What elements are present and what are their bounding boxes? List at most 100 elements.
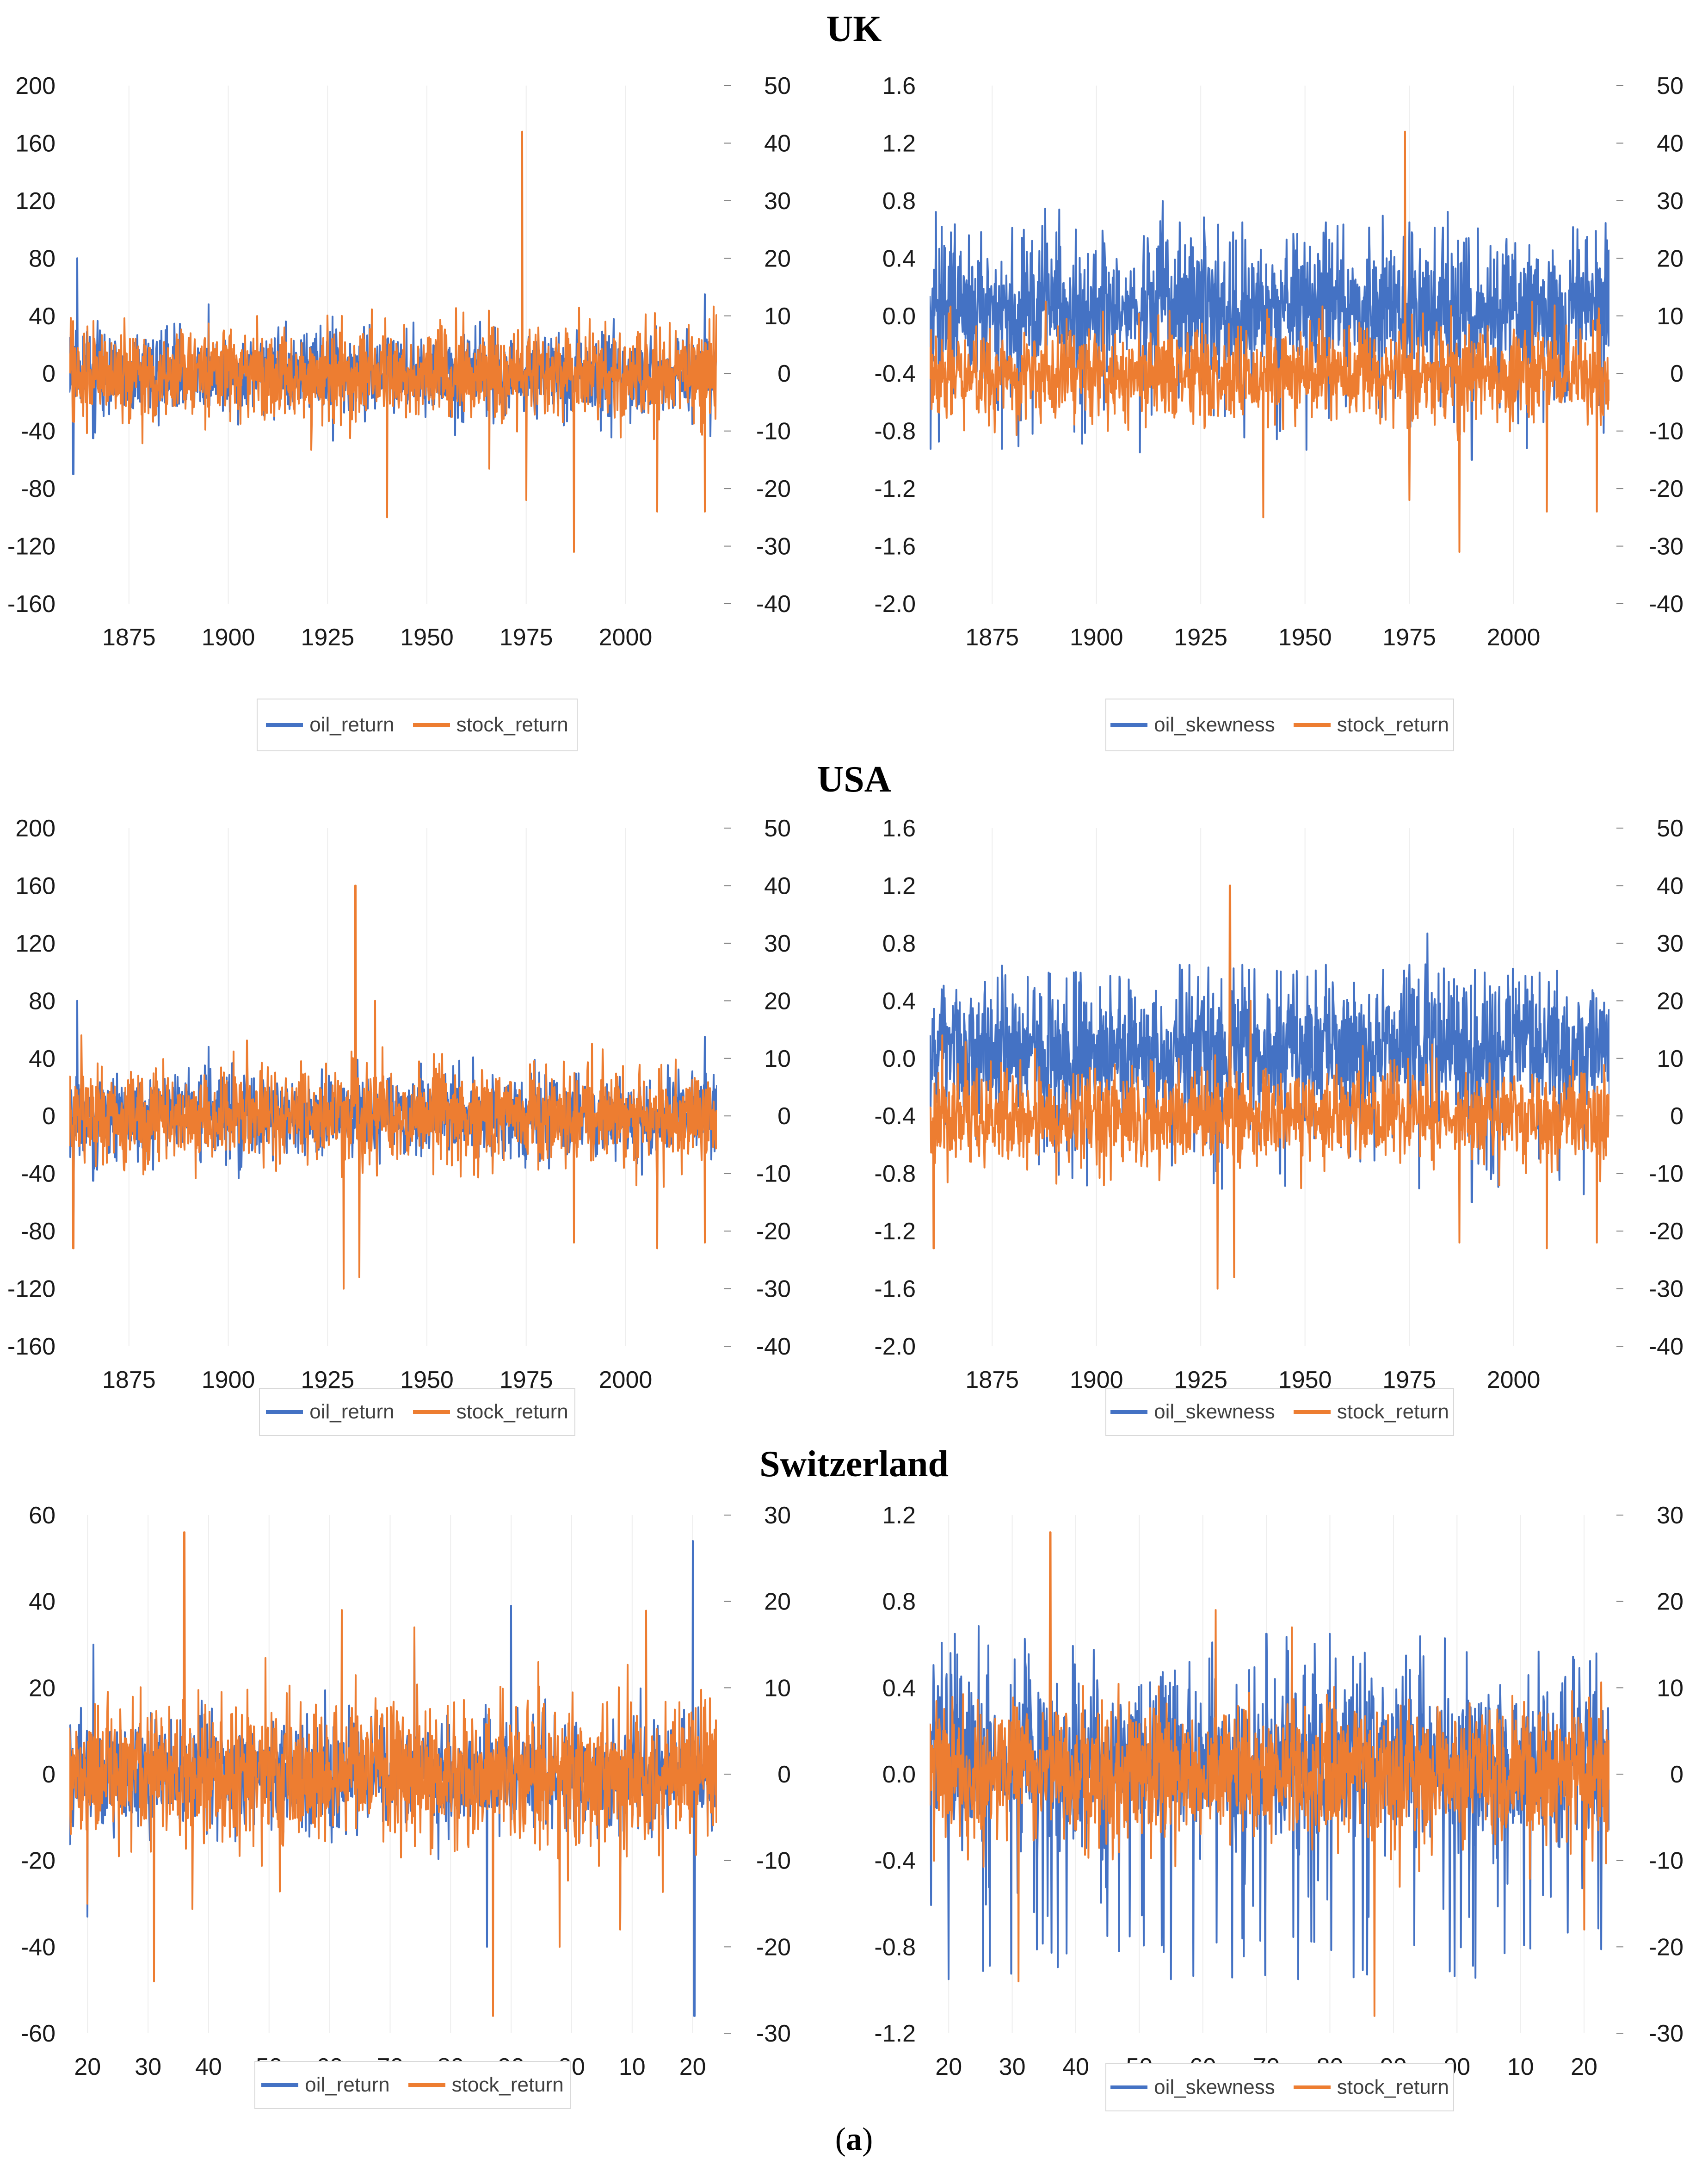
y-left-tick-label: 1.2 [882, 1502, 916, 1529]
y-right-tick-label: 40 [1657, 130, 1683, 157]
legend-item-oil: oil_return [261, 2073, 390, 2097]
y-left-tick-label: -2.0 [874, 1333, 916, 1360]
legend-swatch-oil [266, 723, 303, 727]
x-tick-label: 1900 [1070, 624, 1123, 651]
series-line-stock-return [69, 1531, 717, 2017]
y-right-tick-label: 50 [1657, 73, 1683, 99]
y-left-tick-label: 120 [15, 930, 55, 957]
x-tick-label: 2000 [1487, 624, 1541, 651]
legend-label: oil_return [309, 1400, 395, 1423]
y-left-tick-label: 0.8 [882, 930, 916, 957]
y-right-tick-label: -10 [1649, 1161, 1683, 1188]
y-left-tick-label: -0.4 [874, 1848, 916, 1875]
y-left-tick-label: 0.4 [882, 988, 916, 1015]
y-right-tick-label: 0 [777, 1761, 791, 1788]
y-left-tick-label: -160 [7, 1333, 55, 1360]
x-tick-label: 10 [619, 2054, 646, 2080]
y-left-tick-label: 0.8 [882, 1589, 916, 1615]
y-right-tick-label: 30 [764, 1502, 791, 1529]
y-right-tick-label: 10 [764, 1046, 791, 1072]
y-right-tick-label: -20 [756, 1934, 791, 1961]
y-left-tick-label: 0 [42, 1761, 55, 1788]
legend-label: stock_return [1337, 1400, 1449, 1423]
y-left-tick-label: 20 [29, 1675, 55, 1702]
x-tick-label: 1925 [1174, 624, 1227, 651]
y-right-tick-label: -20 [1649, 1934, 1683, 1961]
chart-svg: 6040200-20-40-603020100-10-20-3020304050… [21, 1502, 791, 2080]
y-left-tick-label: -0.4 [874, 1103, 916, 1130]
y-left-tick-label: 1.2 [882, 130, 916, 157]
y-right-tick-label: 10 [1657, 1046, 1683, 1072]
legend-usa-skewness: oil_skewness stock_return [1105, 1388, 1454, 1436]
legend-label: stock_return [456, 1400, 568, 1423]
chart-svg: 1.6 1.2 0.8 0.4 0.0 -0.4 -0.8 -1.2 -1.6 -2.0 50 40 3… [874, 73, 1683, 651]
y-right-tick-label: 10 [1657, 303, 1683, 330]
y-left-tick-label: -40 [21, 1934, 55, 1961]
y-right-tick-label: -40 [756, 591, 791, 618]
y-right-tick-label: 50 [1657, 815, 1683, 842]
y-right-tick-label: 0 [777, 1103, 791, 1130]
y-left-tick-label: -80 [21, 476, 55, 502]
legend-label: stock_return [1337, 2076, 1449, 2098]
chart-svg: 200 160 120 80 40 0 -40 -80 -120 -160 50 40 30 20 10 0 -… [7, 73, 791, 651]
legend-label: stock_return [1337, 713, 1449, 736]
y-right-tick-label: 20 [764, 1589, 791, 1615]
legend-label: oil_skewness [1154, 1400, 1275, 1423]
y-right-tick-label: -10 [756, 1848, 791, 1875]
y-left-tick-label: 0.0 [882, 1046, 916, 1072]
y-left-tick-label: -120 [7, 533, 55, 560]
y-right-tick-label: -40 [1649, 1333, 1683, 1360]
chart-svg: 1.6 1.2 0.8 0.4 0.0 -0.4 -0.8 -1.2 -1.6 -2.0 50 40 3… [874, 815, 1683, 1393]
y-right-tick-label: 30 [764, 930, 791, 957]
x-tick-label: 1900 [202, 624, 255, 651]
y-left-tick-label: 40 [29, 1046, 55, 1072]
y-right-tick-label: -30 [1649, 1276, 1683, 1303]
y-left-tick-label: 0.4 [882, 1675, 916, 1702]
y-right-tick-label: 10 [764, 303, 791, 330]
y-right-tick-label: -20 [756, 1218, 791, 1245]
y-left-tick-label: -160 [7, 591, 55, 618]
legend-swatch-stock [413, 1410, 450, 1414]
legend-item-oil: oil_skewness [1110, 1400, 1275, 1423]
caption-close: ) [862, 2122, 873, 2157]
x-tick-label: 40 [195, 2054, 222, 2080]
y-right-tick-label: -10 [756, 1161, 791, 1188]
y-right-tick-label: 20 [1657, 988, 1683, 1015]
x-tick-label: 1925 [301, 624, 354, 651]
y-left-tick-label: -1.6 [874, 533, 916, 560]
x-tick-label: 30 [999, 2054, 1026, 2080]
y-right-tick-label: 40 [764, 130, 791, 157]
x-tick-label: 1875 [102, 1367, 156, 1393]
y-left-tick-label: -1.2 [874, 1218, 916, 1245]
y-left-tick-label: 160 [15, 872, 55, 899]
x-tick-label: 1875 [965, 1367, 1019, 1393]
x-tick-label: 1875 [102, 624, 156, 651]
series-line-stock-return [69, 885, 717, 1290]
legend-label: oil_skewness [1154, 713, 1275, 736]
y-right-tick-label: 0 [777, 360, 791, 387]
y-right-tick-label: 10 [764, 1675, 791, 1702]
x-tick-label: 1900 [202, 1367, 255, 1393]
x-tick-label: 2000 [599, 624, 653, 651]
legend-item-oil: oil_return [266, 1400, 395, 1423]
y-right-tick-label: 30 [764, 188, 791, 215]
y-right-tick-label: 20 [1657, 1589, 1683, 1615]
y-right-tick-label: -20 [756, 476, 791, 502]
y-right-tick-label: 10 [1657, 1675, 1683, 1702]
section-title-usa: USA [817, 759, 891, 800]
y-right-tick-label: 20 [764, 988, 791, 1015]
y-right-tick-label: 30 [1657, 930, 1683, 957]
legend-label: stock_return [451, 2073, 564, 2096]
y-left-tick-label: -0.8 [874, 418, 916, 445]
y-left-tick-label: -2.0 [874, 591, 916, 618]
y-right-tick-label: 20 [1657, 245, 1683, 272]
legend-swatch-oil [1110, 1410, 1148, 1414]
y-right-tick-label: 50 [764, 815, 791, 842]
y-left-tick-label: 80 [29, 988, 55, 1015]
legend-item-stock: stock_return [1293, 1400, 1449, 1423]
y-left-tick-label: -20 [21, 1848, 55, 1875]
legend-label: oil_return [309, 713, 395, 736]
y-left-tick-label: -1.6 [874, 1276, 916, 1303]
legend-label: oil_return [305, 2073, 390, 2096]
y-left-tick-label: 1.6 [882, 73, 916, 99]
